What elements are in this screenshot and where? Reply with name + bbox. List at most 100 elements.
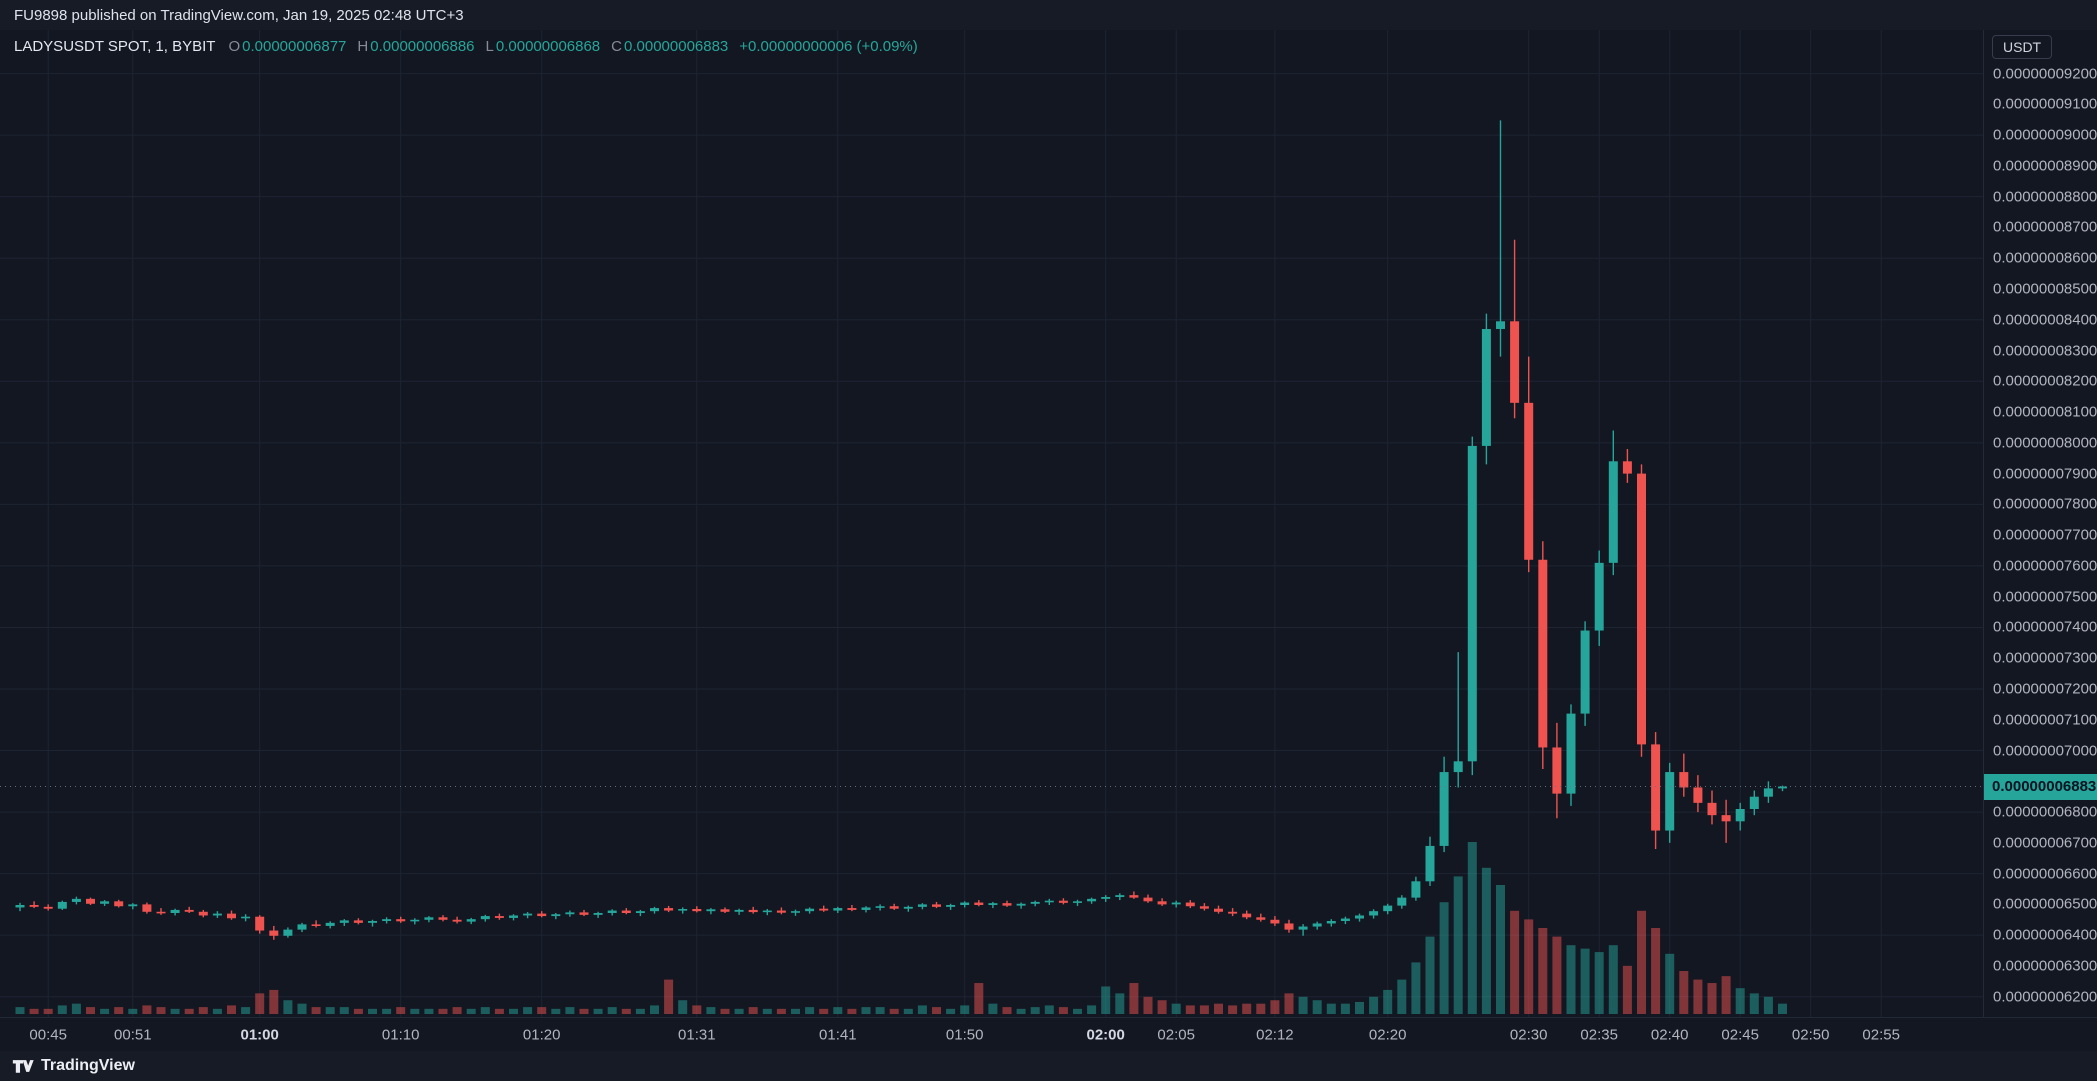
volume-bar — [1115, 993, 1125, 1014]
price-axis-label: 0.00000006600 — [1993, 865, 2097, 883]
candle-body — [1214, 908, 1223, 912]
price-axis[interactable]: USDT 0.00000006883 0.00000009200 0.000000… — [1983, 30, 2097, 1017]
candle-body — [791, 911, 800, 913]
close-label: C — [611, 38, 622, 55]
candle-body — [100, 901, 110, 904]
price-axis-label: 0.00000007400 — [1993, 618, 2097, 636]
volume-bar — [438, 1008, 448, 1014]
volume-bar — [932, 1007, 941, 1014]
ohlc-close: C 0.00000006883 — [611, 38, 728, 55]
volume-bar — [29, 1008, 39, 1014]
candle-body — [1242, 913, 1252, 918]
volume-bar — [71, 1003, 81, 1014]
volume-bar — [805, 1007, 815, 1014]
candle-body — [1622, 461, 1632, 474]
volume-bar — [523, 1007, 533, 1014]
volume-bar — [1651, 928, 1661, 1014]
price-axis-label: 0.00000006400 — [1993, 926, 2097, 944]
currency-toggle[interactable]: USDT — [1992, 35, 2053, 59]
volume-bar — [1284, 993, 1294, 1014]
volume-bar — [1411, 962, 1421, 1014]
candle-body — [198, 911, 208, 916]
price-axis-label: 0.00000008800 — [1993, 188, 2097, 206]
volume-bar — [114, 1007, 124, 1014]
volume-bar — [1242, 1003, 1252, 1014]
candle-body — [86, 898, 95, 904]
price-axis-label: 0.00000008500 — [1993, 280, 2097, 298]
volume-bar — [1439, 902, 1449, 1014]
volume-bar — [1778, 1003, 1787, 1014]
candle-body — [692, 909, 702, 912]
candle-body — [1693, 787, 1703, 803]
volume-bar — [1707, 983, 1717, 1014]
volume-bar — [1693, 979, 1703, 1014]
volume-bar — [100, 1008, 110, 1014]
time-axis-label: 02:40 — [1650, 1026, 1689, 1044]
candle-body — [1129, 895, 1139, 898]
candle-body — [1707, 802, 1717, 816]
tradingview-logo-icon — [12, 1060, 34, 1073]
volume-bar — [1143, 996, 1153, 1014]
candle-body — [1030, 901, 1040, 904]
volume-bar — [1749, 993, 1759, 1014]
volume-bar — [255, 993, 265, 1014]
candle-body — [128, 904, 138, 907]
symbol-title[interactable]: LADYSUSDT SPOT, 1, BYBIT — [14, 38, 216, 55]
tradingview-logo[interactable]: TradingView — [12, 1057, 135, 1075]
high-label: H — [357, 38, 369, 55]
candle-body — [480, 916, 490, 920]
candle-body — [114, 901, 124, 907]
candle-body — [1044, 900, 1054, 903]
volume-bar — [1721, 976, 1731, 1014]
candle-body — [339, 920, 349, 923]
volume-bar — [1214, 1003, 1223, 1014]
chart-canvas[interactable] — [0, 30, 1983, 1017]
close-value: 0.00000006883 — [624, 38, 729, 55]
last-price-value: 0.00000006883 — [1992, 778, 2097, 796]
price-axis-label: 0.00000007700 — [1993, 526, 2097, 544]
volume-bar — [607, 1007, 617, 1014]
volume-bar — [917, 1005, 927, 1014]
candle-body — [1171, 902, 1181, 905]
candle-body — [1651, 744, 1661, 831]
candle-body — [1340, 918, 1350, 922]
price-axis-label: 0.00000008200 — [1993, 372, 2097, 390]
change-value: +0.00000000006 (+0.09%) — [739, 38, 918, 55]
volume-bar — [1453, 876, 1463, 1014]
volume-bar — [1383, 989, 1393, 1014]
candle-body — [706, 909, 716, 912]
candle-body — [353, 920, 363, 923]
ohlc-high: H 0.00000006886 — [357, 38, 474, 55]
volume-bar — [734, 1008, 744, 1014]
volume-bar — [776, 1008, 786, 1014]
candle-body — [847, 908, 857, 910]
time-axis[interactable]: 00:45 00:51 01:00 01:10 01:20 01:31 01:41 01:50… — [0, 1018, 1983, 1052]
candle-body — [71, 898, 81, 902]
candle-body — [1383, 905, 1393, 912]
candle-body — [1228, 911, 1238, 914]
tradingview-wordmark: TradingView — [41, 1057, 135, 1074]
last-price-label[interactable]: 0.00000006883 — [1984, 773, 2097, 800]
volume-bar — [1369, 996, 1379, 1014]
candle-body — [212, 913, 222, 916]
volume-bar — [650, 1005, 659, 1014]
open-label: O — [228, 38, 241, 55]
volume-bar — [1566, 945, 1576, 1014]
volume-bar — [1679, 971, 1689, 1014]
price-axis-label: 0.00000007100 — [1993, 711, 2097, 729]
volume-bar — [1524, 919, 1534, 1014]
candle-body — [1411, 881, 1421, 898]
volume-bar — [537, 1007, 547, 1014]
volume-bar — [903, 1008, 913, 1014]
price-axis-label: 0.00000007000 — [1993, 742, 2097, 760]
candle-body — [748, 909, 758, 913]
chart-pane[interactable]: LADYSUSDT SPOT, 1, BYBIT O 0.00000006877 … — [0, 30, 1983, 1017]
volume-bar — [692, 1005, 702, 1014]
time-axis-label: 02:50 — [1791, 1026, 1830, 1044]
volume-bar — [241, 1007, 251, 1014]
volume-bar — [1510, 910, 1520, 1014]
candle-body — [1566, 713, 1576, 794]
time-axis-label: 02:35 — [1580, 1026, 1618, 1044]
price-axis-label: 0.00000009000 — [1993, 126, 2097, 144]
candle-body — [579, 912, 589, 915]
